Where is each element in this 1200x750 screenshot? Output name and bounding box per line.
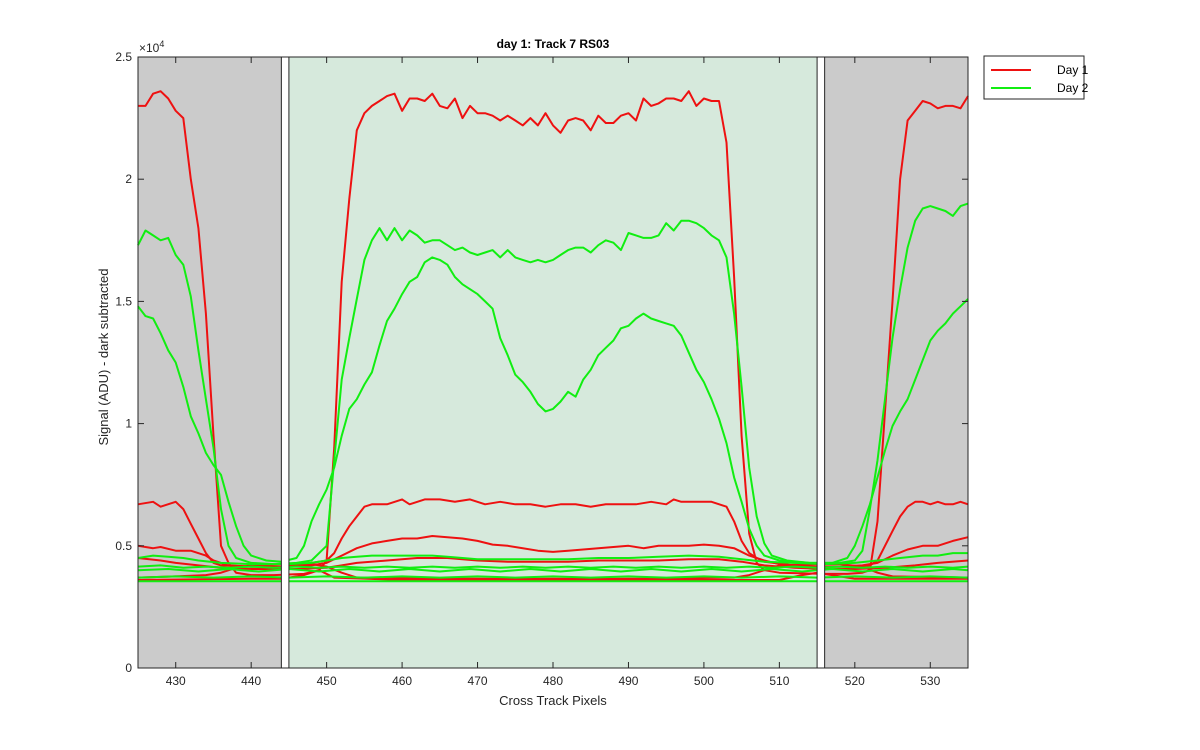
legend-entry-day-2: Day 2 xyxy=(1057,81,1089,95)
series-line-day-2-11 xyxy=(137,575,969,579)
x-tick-label-490: 490 xyxy=(618,674,638,688)
axis-ticks: 430 440 450 460 470 480 490 500 510 520 530 0 0.5 1 1.… xyxy=(115,50,968,688)
series-line-day-1-0 xyxy=(138,90,969,577)
y-tick-label-0: 0 xyxy=(125,661,132,675)
y-tick-label-3: 1.5 xyxy=(115,294,132,308)
x-tick-label-530: 530 xyxy=(920,674,940,688)
x-tick-label-440: 440 xyxy=(241,674,261,688)
y-tick-label-5: 2.5 xyxy=(115,50,132,64)
plot-lines xyxy=(137,90,969,583)
chart-title: day 1: Track 7 RS03 xyxy=(497,37,610,51)
x-tick-label-510: 510 xyxy=(769,674,789,688)
legend-entry-day-1: Day 1 xyxy=(1057,63,1089,77)
series-line-day-2-8 xyxy=(137,552,968,566)
series-line-day-2-7 xyxy=(137,256,969,564)
x-tick-label-480: 480 xyxy=(543,674,563,688)
legend: Day 1 Day 2 xyxy=(983,55,1089,100)
y-axis-exponent: ×104 xyxy=(139,39,164,55)
x-tick-label-450: 450 xyxy=(317,674,337,688)
y-tick-label-4: 2 xyxy=(125,172,132,186)
x-tick-label-430: 430 xyxy=(166,674,186,688)
legend-box xyxy=(983,55,1085,100)
boundary-bar-0 xyxy=(280,56,290,669)
x-tick-label-500: 500 xyxy=(694,674,714,688)
y-tick-label-2: 1 xyxy=(125,417,132,431)
series-line-day-2-10 xyxy=(137,568,969,573)
y-axis-label: Signal (ADU) - dark subtracted xyxy=(96,268,111,445)
x-axis-label: Cross Track Pixels xyxy=(499,693,607,708)
y-tick-label-1: 0.5 xyxy=(115,539,132,553)
x-tick-label-470: 470 xyxy=(468,674,488,688)
boundary-bar-1 xyxy=(816,56,826,669)
series-line-day-2-9 xyxy=(137,564,969,569)
x-tick-label-460: 460 xyxy=(392,674,412,688)
x-tick-label-520: 520 xyxy=(845,674,865,688)
